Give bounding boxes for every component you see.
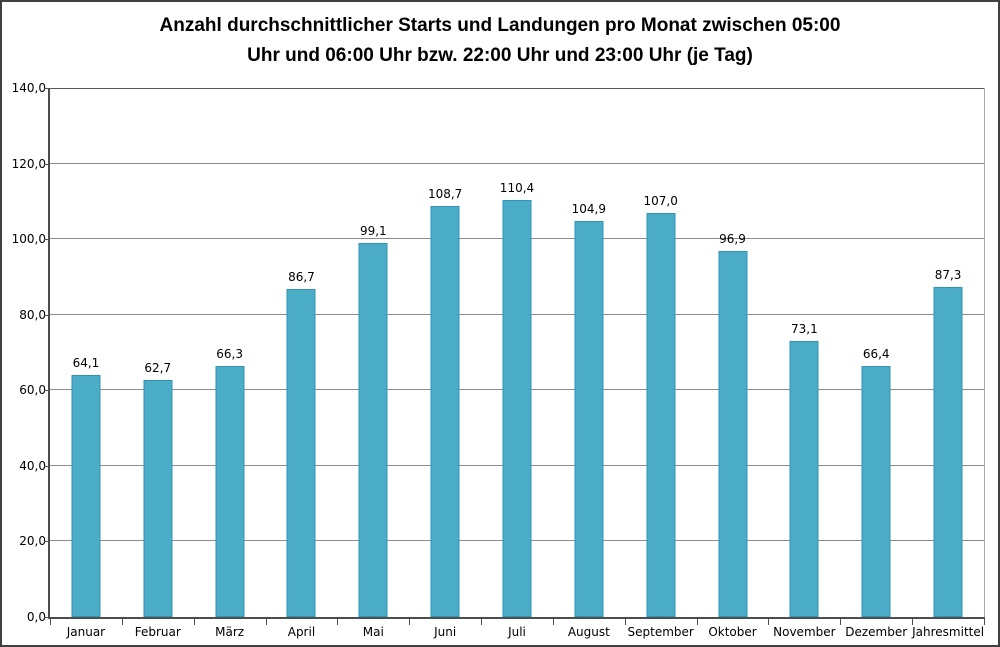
x-axis: Januar Februar März April Mai Juni Juli August S… [50,625,984,640]
data-label-Dezember: 66,4 [862,347,890,361]
x-tick-mark [625,619,626,625]
x-tick-mark [337,619,338,625]
data-label-Juli: 110,4 [499,181,535,195]
x-tick-mark [409,619,410,625]
y-tick-label: 140,0 [11,81,46,95]
y-tick-mark [44,466,50,467]
chart-title: Anzahl durchschnittlicher Starts und Lan… [2,11,998,71]
bar-cell-August: 104,9 [553,88,625,617]
y-tick-mark [44,239,50,240]
x-tick-mark [553,619,554,625]
bar-cell-September: 107,0 [625,88,697,617]
y-tick-mark [44,390,50,391]
bar-April [286,289,316,617]
data-label-April: 86,7 [288,270,315,284]
y-tick-label: 60,0 [19,383,46,397]
x-label-Januar: Januar [66,625,106,639]
data-label-Oktober: 96,9 [719,232,746,246]
chart-title-line-2: Uhr und 06:00 Uhr bzw. 22:00 Uhr und 23:… [247,45,753,66]
gridline-120 [50,163,984,164]
y-tick-label: 0,0 [26,610,46,624]
x-label-Juli: Juli [508,625,526,639]
data-label-Juni: 108,7 [427,187,463,201]
bar-cell-März: 66,3 [194,88,266,617]
y-tick-label: 20,0 [19,534,46,548]
bar-cell-Mai: 99,1 [337,88,409,617]
data-label-Mai: 99,1 [359,224,387,238]
x-tick-mark [840,619,841,625]
data-label-August: 104,9 [571,202,607,216]
plot-area: 64,1 62,7 66,3 86,7 99,1 108,7 110,4 104,9 107,0… [50,88,984,617]
x-tick-mark [912,619,913,625]
x-label-November: November [773,625,836,639]
bar-Oktober [718,251,748,617]
x-label-September: September [627,625,694,639]
bar-September [646,213,676,617]
bar-Januar [71,375,101,617]
x-label-August: August [567,625,610,639]
x-label-März: März [215,625,245,639]
x-tick-mark [697,619,698,625]
x-label-Oktober: Oktober [708,625,757,639]
bar-cell-November: 73,1 [768,88,840,617]
bar-cell-Jahresmittel: 87,3 [912,88,984,617]
bar-Juni [430,206,460,617]
y-tick-mark [44,617,50,618]
x-label-Mai: Mai [362,625,384,639]
x-label-Jahresmittel: Jahresmittel [912,625,985,639]
y-tick-mark [44,164,50,165]
y-tick-label: 120,0 [11,157,46,171]
data-label-September: 107,0 [643,194,678,208]
y-tick-mark [44,88,50,89]
y-axis-line [48,88,50,619]
bar-Februar [143,380,173,617]
bar-cell-Juni: 108,7 [409,88,481,617]
bar-cell-Oktober: 96,9 [697,88,769,617]
x-tick-mark [122,619,123,625]
y-tick-mark [44,315,50,316]
bar-März [215,366,245,617]
x-tick-mark [50,619,51,625]
bar-cell-Dezember: 66,4 [840,88,912,617]
y-tick-mark [44,541,50,542]
bar-cell-Januar: 64,1 [50,88,122,617]
chart-title-line-1: Anzahl durchschnittlicher Starts und Lan… [159,15,841,36]
bar-November [789,341,819,617]
y-tick-label: 80,0 [19,308,46,322]
x-tick-mark [481,619,482,625]
plot-top-border [50,88,984,89]
x-label-Februar: Februar [134,625,181,639]
bar-August [574,221,604,617]
x-tick-mark [768,619,769,625]
data-label-November: 73,1 [791,322,818,336]
x-tick-mark [266,619,267,625]
bar-Dezember [861,366,891,617]
x-label-Juni: Juni [434,625,457,639]
bar-Jahresmittel [933,287,963,617]
bar-cell-Februar: 62,7 [122,88,194,617]
data-label-Februar: 62,7 [144,361,172,375]
bar-cell-Juli: 110,4 [481,88,553,617]
y-tick-label: 100,0 [11,232,46,246]
bar-cell-April: 86,7 [266,88,338,617]
data-label-Januar: 64,1 [72,356,100,370]
bar-Mai [358,243,388,617]
x-label-Dezember: Dezember [845,625,908,639]
data-label-Jahresmittel: 87,3 [934,268,962,282]
x-tick-mark [984,619,985,625]
x-axis-line [48,617,985,619]
x-label-April: April [287,625,316,639]
bar-Juli [502,200,532,617]
plot-right-border [984,88,985,617]
data-label-März: 66,3 [216,347,243,361]
y-tick-label: 40,0 [19,459,46,473]
x-tick-mark [194,619,195,625]
